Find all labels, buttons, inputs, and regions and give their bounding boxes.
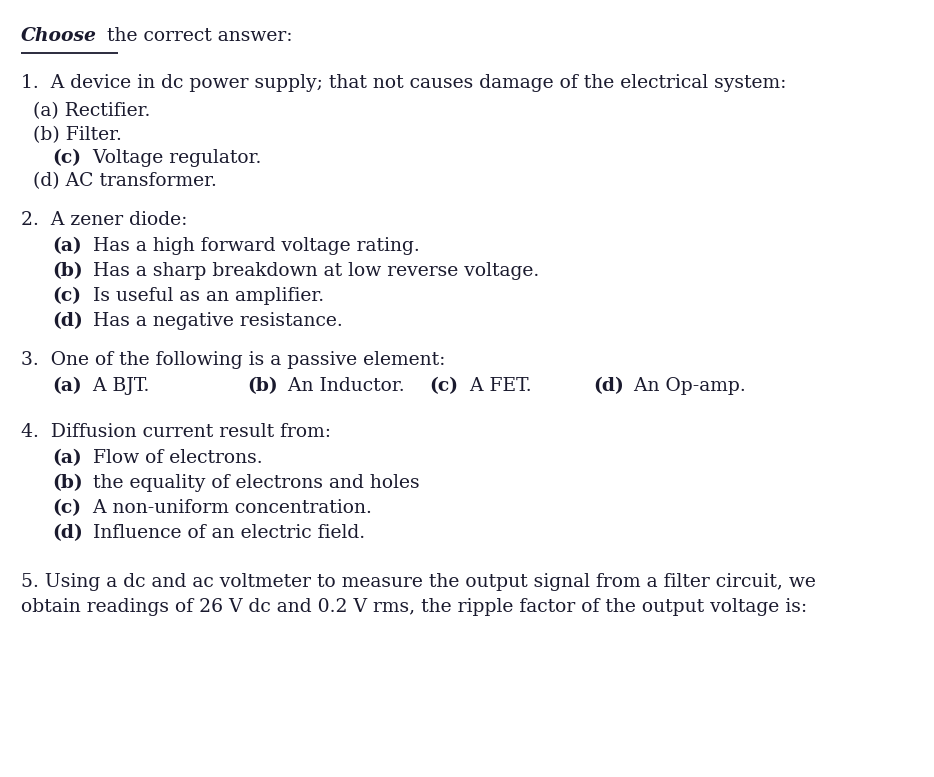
Text: Flow of electrons.: Flow of electrons. [87,449,262,467]
Text: Has a sharp breakdown at low reverse voltage.: Has a sharp breakdown at low reverse vol… [87,262,539,280]
Text: (a): (a) [52,449,82,467]
Text: (b): (b) [52,474,83,492]
Text: Has a high forward voltage rating.: Has a high forward voltage rating. [87,237,419,255]
Text: (d): (d) [52,524,83,542]
Text: (a): (a) [52,237,82,255]
Text: (d): (d) [52,312,83,330]
Text: Has a negative resistance.: Has a negative resistance. [87,312,343,330]
Text: An Op-amp.: An Op-amp. [628,377,745,395]
Text: (a): (a) [52,377,82,395]
Text: the correct answer:: the correct answer: [101,27,292,45]
Text: (c): (c) [52,287,81,305]
Text: (b): (b) [52,262,83,280]
Text: A FET.: A FET. [464,377,531,395]
Text: An Inductor.: An Inductor. [282,377,404,395]
Text: 1.  A device in dc power supply; that not causes damage of the electrical system: 1. A device in dc power supply; that not… [21,74,785,92]
Text: A BJT.: A BJT. [87,377,149,395]
Text: 5. Using a dc and ac voltmeter to measure the output signal from a filter circui: 5. Using a dc and ac voltmeter to measur… [21,573,815,591]
Text: A non-uniform concentration.: A non-uniform concentration. [87,499,372,517]
Text: Is useful as an amplifier.: Is useful as an amplifier. [87,287,324,305]
Text: (c): (c) [52,499,81,517]
Text: (d): (d) [593,377,624,395]
Text: (a) Rectifier.: (a) Rectifier. [21,103,150,120]
Text: 2.  A zener diode:: 2. A zener diode: [21,211,187,229]
Text: (b) Filter.: (b) Filter. [21,126,121,144]
Text: (b): (b) [248,377,278,395]
Text: obtain readings of 26 V dc and 0.2 V rms, the ripple factor of the output voltag: obtain readings of 26 V dc and 0.2 V rms… [21,598,807,616]
Text: (c): (c) [430,377,459,395]
Text: 4.  Diffusion current result from:: 4. Diffusion current result from: [21,423,331,441]
Text: (c): (c) [52,149,81,167]
Text: (d) AC transformer.: (d) AC transformer. [21,172,217,190]
Text: Voltage regulator.: Voltage regulator. [87,149,262,167]
Text: 3.  One of the following is a passive element:: 3. One of the following is a passive ele… [21,351,445,369]
Text: Influence of an electric field.: Influence of an electric field. [87,524,365,542]
Text: Choose: Choose [21,27,96,45]
Text: the equality of electrons and holes: the equality of electrons and holes [87,474,419,492]
